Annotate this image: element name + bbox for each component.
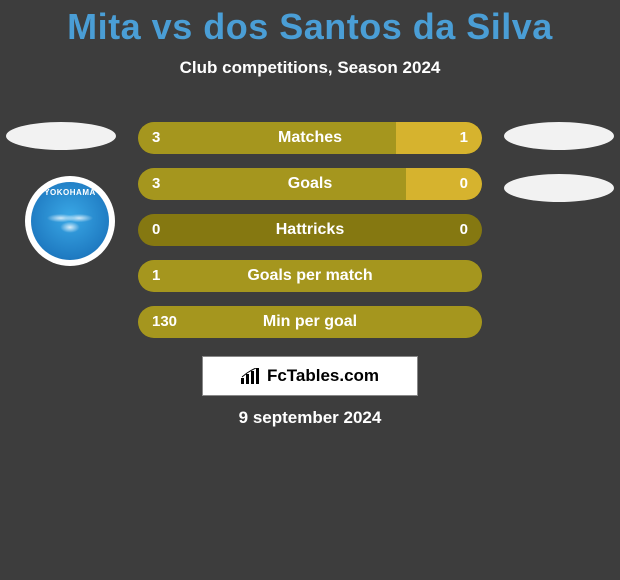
stat-value-right: 1 (460, 122, 468, 154)
bar-chart-icon (241, 368, 261, 384)
stat-row: 3 Matches 1 (138, 122, 482, 154)
player-slot-right-2 (504, 174, 614, 202)
club-badge-text: YOKOHAMA (31, 188, 109, 197)
stat-rows: 3 Matches 1 3 Goals 0 0 Hattricks 0 1 Go… (138, 122, 482, 352)
subtitle: Club competitions, Season 2024 (0, 58, 620, 78)
brand-logo: FcTables.com (202, 356, 418, 396)
stat-row: 130 Min per goal (138, 306, 482, 338)
page-title: Mita vs dos Santos da Silva (0, 0, 620, 48)
stat-label: Goals (138, 168, 482, 200)
stat-value-right: 0 (460, 214, 468, 246)
date-label: 9 september 2024 (0, 408, 620, 428)
player-slot-left (6, 122, 116, 150)
club-badge: YOKOHAMA (25, 176, 115, 266)
player-slot-right-1 (504, 122, 614, 150)
stat-label: Hattricks (138, 214, 482, 246)
stat-value-right: 0 (460, 168, 468, 200)
stat-row: 1 Goals per match (138, 260, 482, 292)
stat-label: Goals per match (138, 260, 482, 292)
stat-row: 3 Goals 0 (138, 168, 482, 200)
stat-label: Min per goal (138, 306, 482, 338)
brand-logo-text: FcTables.com (267, 366, 379, 386)
club-badge-bird-icon (47, 202, 93, 248)
stat-label: Matches (138, 122, 482, 154)
stat-row: 0 Hattricks 0 (138, 214, 482, 246)
